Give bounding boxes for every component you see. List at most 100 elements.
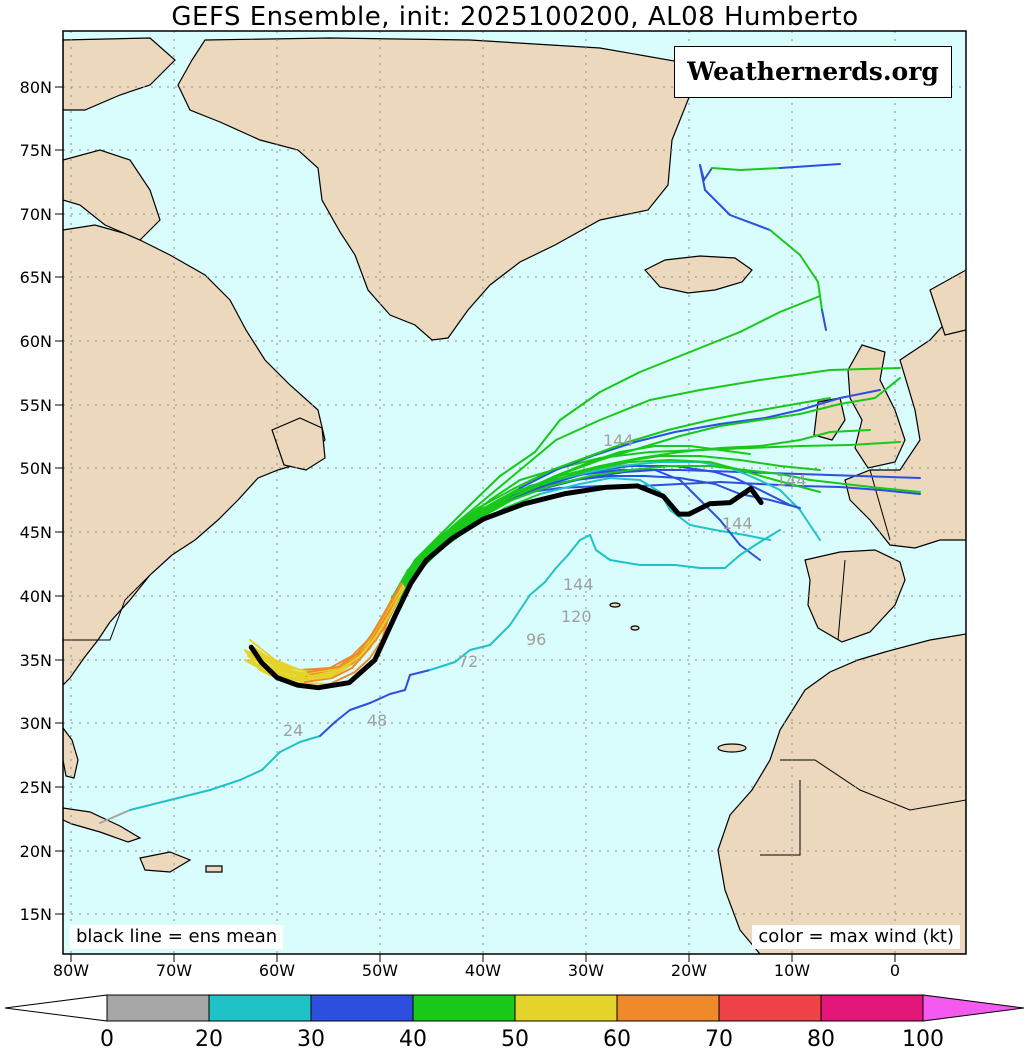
track-segment: [354, 657, 371, 673]
track-segment: [299, 682, 331, 685]
track-segment: [699, 499, 721, 521]
colorbar-tick-label: 50: [501, 1027, 529, 1051]
track-segment: [629, 465, 671, 471]
colorbar-swatch: [514, 994, 618, 1022]
track-segment: [779, 473, 811, 481]
track-segment: [284, 669, 313, 677]
hour-label: 144: [776, 471, 807, 490]
track-segment: [703, 167, 713, 181]
hour-label: 48: [367, 711, 387, 730]
track-segment: [599, 399, 651, 421]
track-segment: [519, 439, 557, 471]
track-segment: [639, 483, 681, 487]
track-segment: [839, 389, 881, 399]
track-segment: [489, 624, 511, 646]
track-segment: [769, 499, 801, 509]
hour-label: 72: [458, 652, 478, 671]
colorbar-swatch: [310, 994, 414, 1022]
track-segment: [639, 435, 681, 449]
colorbar-tick-label: 80: [807, 1027, 835, 1051]
track-segment: [521, 473, 563, 493]
track-segment: [711, 167, 741, 171]
track-segment: [719, 519, 741, 546]
track-segment: [627, 429, 669, 443]
track-segment: [759, 529, 781, 543]
track-segment: [423, 531, 451, 557]
track-segment: [169, 789, 211, 801]
track-segment: [674, 564, 701, 569]
colorbar-high-end: [922, 994, 1025, 1022]
track-segment: [789, 397, 831, 406]
track-segment: [719, 417, 766, 425]
track-segment: [599, 457, 641, 467]
track-segment: [849, 441, 901, 446]
track-segment: [589, 469, 631, 477]
track-segment: [619, 461, 661, 467]
europe: [844, 299, 966, 549]
track-segment: [555, 554, 569, 569]
track-segment: [275, 669, 305, 679]
lat-tick-label: 70N: [20, 205, 52, 224]
land-masses: [63, 37, 966, 954]
track-segment: [667, 419, 711, 431]
lat-tick-label: 80N: [20, 78, 52, 97]
track-segment: [584, 471, 626, 479]
colorbar-tick-label: 30: [297, 1027, 325, 1051]
lat-tick-label: 40N: [20, 587, 52, 606]
track-segment: [749, 445, 801, 449]
track-segment: [844, 483, 881, 489]
africa: [717, 633, 966, 954]
track-segment: [311, 669, 341, 677]
track-segment: [489, 479, 521, 501]
track-segment: [534, 419, 561, 453]
track-segment: [559, 465, 601, 477]
track-segment: [599, 371, 641, 393]
colorbar-swatch: [208, 994, 312, 1022]
hour-label: 144: [603, 431, 634, 450]
ens-member: [251, 397, 831, 673]
ens-member: [99, 534, 591, 824]
track-segment: [389, 689, 406, 695]
lon-tick-label: 80W: [53, 961, 89, 980]
colorbar-swatch: [412, 994, 516, 1022]
track-segment: [739, 541, 761, 556]
colorbar-tick-label: 70: [705, 1027, 733, 1051]
track-segment: [759, 413, 801, 421]
track-segment: [367, 627, 385, 651]
hour-label: 96: [526, 630, 546, 649]
track-segment: [529, 581, 546, 596]
track-segment: [639, 351, 691, 373]
ens-member: [249, 389, 881, 673]
hour-label: 24: [283, 721, 303, 740]
wind-colorbar: 0 20 30 40 50 60 70 80 100: [4, 994, 1025, 1051]
track-segment: [369, 619, 385, 644]
track-segment: [369, 693, 391, 704]
track-segment: [439, 504, 471, 536]
azores-1: [609, 602, 621, 608]
track-segment: [724, 554, 741, 569]
track-segment: [357, 633, 373, 654]
track-segment: [699, 455, 741, 461]
track-segment: [385, 581, 403, 611]
track-segment: [817, 281, 823, 311]
track-segment: [449, 507, 485, 533]
track-segment: [483, 489, 521, 511]
lat-tick-label: 20N: [20, 842, 52, 861]
track-segment: [555, 419, 601, 441]
page-title: GEFS Ensemble, init: 2025100200, AL08 Hu…: [171, 2, 859, 32]
track-segment: [639, 479, 661, 493]
track-segment: [679, 425, 721, 437]
track-segment: [574, 475, 611, 481]
track-segment: [459, 494, 491, 521]
track-segment: [595, 549, 611, 561]
track-segment: [567, 539, 581, 556]
newfoundland: [271, 417, 326, 471]
track-segment: [699, 164, 705, 181]
mean-line-note: black line = ens mean: [70, 925, 284, 949]
track-segment: [734, 477, 761, 491]
track-segment: [749, 404, 791, 413]
track-segment: [334, 709, 351, 723]
colorbar-swatch: [718, 994, 822, 1022]
track-segment: [99, 809, 131, 824]
track-segment: [551, 455, 591, 471]
